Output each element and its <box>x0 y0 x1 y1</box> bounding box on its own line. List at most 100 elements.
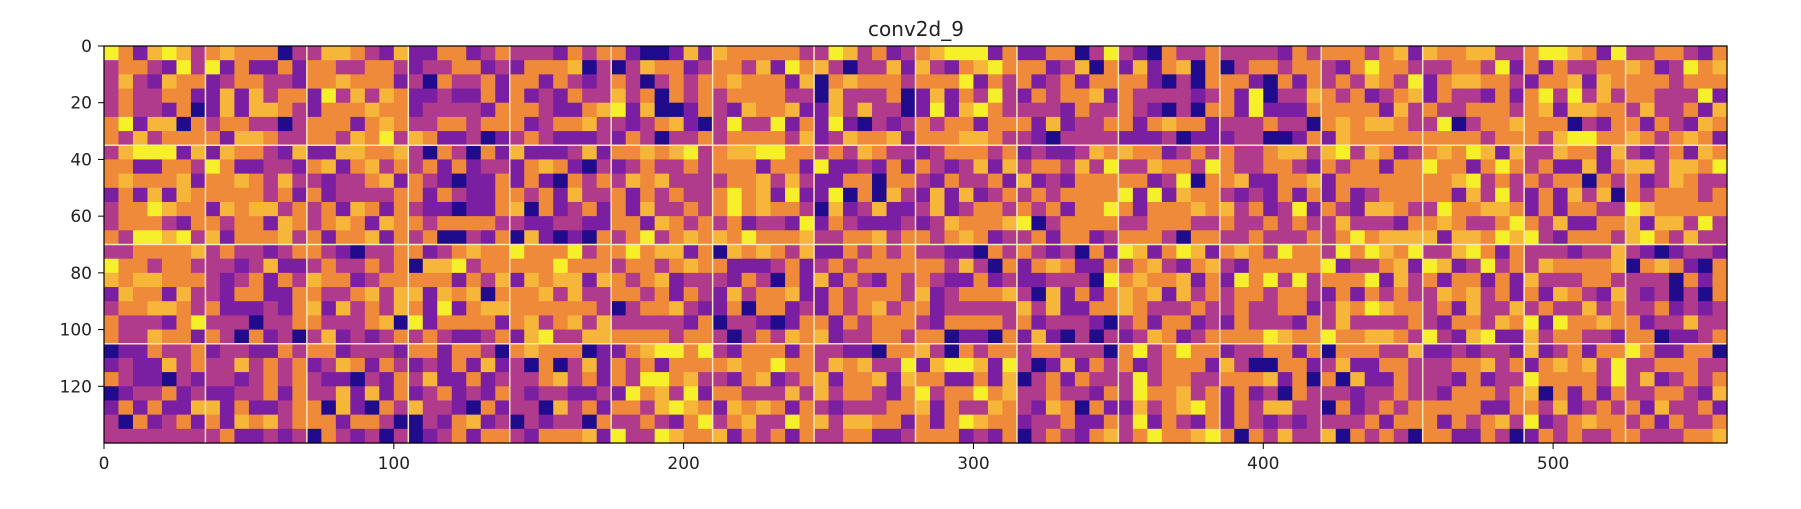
heatmap-cell <box>1045 428 1062 444</box>
heatmap-cell <box>770 159 786 175</box>
heatmap-cell <box>176 173 192 189</box>
heatmap-cell <box>944 216 960 231</box>
heatmap-cell <box>1205 329 1221 345</box>
heatmap-cell <box>1379 386 1395 402</box>
heatmap-cell <box>1524 60 1540 75</box>
heatmap-cell <box>1103 131 1119 146</box>
heatmap-cell <box>393 201 409 217</box>
heatmap-cell <box>1118 272 1134 288</box>
heatmap-cell <box>1582 386 1598 402</box>
heatmap-cell <box>1640 216 1656 231</box>
heatmap-cell <box>814 46 830 61</box>
heatmap-cell <box>205 244 221 260</box>
heatmap-cell <box>176 201 192 217</box>
heatmap-cell <box>219 46 236 61</box>
heatmap-cell <box>1205 343 1221 359</box>
heatmap-cell <box>1045 88 1062 104</box>
heatmap-cell <box>1118 301 1134 316</box>
heatmap-cell <box>1422 400 1438 416</box>
heatmap-cell <box>1698 244 1714 260</box>
heatmap-cell <box>828 187 844 203</box>
heatmap-cell <box>263 187 279 203</box>
heatmap-cell <box>596 201 612 217</box>
heatmap-cell <box>248 372 264 387</box>
heatmap-cell <box>683 428 699 444</box>
heatmap-cell <box>451 272 467 288</box>
heatmap-cell <box>987 357 1004 373</box>
heatmap-cell <box>1538 372 1554 387</box>
heatmap-cell <box>727 201 743 217</box>
heatmap-cell <box>1437 102 1453 118</box>
heatmap-cell <box>1437 46 1453 61</box>
heatmap-cell <box>611 272 627 288</box>
heatmap-cell <box>234 287 250 302</box>
heatmap-cell <box>843 315 859 331</box>
heatmap-cell <box>364 230 380 246</box>
heatmap-cell <box>1205 258 1221 274</box>
heatmap-cell <box>958 145 975 161</box>
heatmap-cell <box>1016 60 1033 75</box>
heatmap-cell <box>147 201 163 217</box>
heatmap-cell <box>1538 272 1554 288</box>
heatmap-cell <box>263 372 279 387</box>
heatmap-cell <box>582 301 598 316</box>
heatmap-cell <box>1712 343 1728 359</box>
heatmap-cell <box>741 428 757 444</box>
heatmap-cell <box>1625 301 1641 316</box>
heatmap-cell <box>321 258 337 274</box>
heatmap-cell <box>698 287 714 302</box>
heatmap-cell <box>437 60 453 75</box>
heatmap-cell <box>118 428 134 444</box>
feature-map-tile <box>814 343 917 444</box>
heatmap-cell <box>292 301 308 316</box>
heatmap-cell <box>1335 272 1351 288</box>
heatmap-cell <box>1089 258 1105 274</box>
heatmap-cell <box>1553 357 1569 373</box>
heatmap-cell <box>1350 315 1366 331</box>
heatmap-cell <box>205 357 221 373</box>
heatmap-cell <box>1277 46 1293 61</box>
heatmap-cell <box>1669 173 1685 189</box>
heatmap-cell <box>263 258 279 274</box>
heatmap-cell <box>727 372 743 387</box>
heatmap-cell <box>1698 216 1714 231</box>
heatmap-cell <box>1524 301 1540 316</box>
heatmap-cell <box>219 287 236 302</box>
heatmap-cell <box>176 88 192 104</box>
heatmap-cell <box>132 88 149 104</box>
heatmap-cell <box>190 287 207 302</box>
heatmap-cell <box>1451 216 1467 231</box>
heatmap-cell <box>1596 301 1612 316</box>
heatmap-cell <box>1596 187 1612 203</box>
heatmap-cell <box>1625 116 1641 132</box>
heatmap-cell <box>1190 315 1206 331</box>
heatmap-cell <box>466 173 482 189</box>
heatmap-cell <box>654 343 670 359</box>
heatmap-cell <box>553 428 569 444</box>
heatmap-cell <box>118 131 134 146</box>
heatmap-cell <box>1596 159 1612 175</box>
heatmap-cell <box>1495 400 1511 416</box>
heatmap-cell <box>698 187 714 203</box>
feature-map-tile <box>306 145 409 246</box>
heatmap-cell <box>1031 414 1047 430</box>
heatmap-cell <box>509 173 525 189</box>
heatmap-cell <box>306 46 322 61</box>
heatmap-cell <box>1712 116 1728 132</box>
heatmap-cell <box>1263 74 1279 90</box>
heatmap-cell <box>915 343 931 359</box>
heatmap-cell <box>1335 357 1351 373</box>
heatmap-cell <box>321 301 337 316</box>
heatmap-cell <box>132 386 149 402</box>
heatmap-cell <box>915 414 931 430</box>
heatmap-cell <box>364 145 380 161</box>
heatmap-cell <box>1161 131 1177 146</box>
heatmap-cell <box>451 159 467 175</box>
heatmap-cell <box>901 145 917 161</box>
heatmap-cell <box>538 230 554 246</box>
heatmap-cell <box>886 60 902 75</box>
heatmap-cell <box>104 216 120 231</box>
heatmap-cell <box>350 301 366 316</box>
heatmap-cell <box>1364 244 1380 260</box>
heatmap-cell <box>1480 258 1496 274</box>
